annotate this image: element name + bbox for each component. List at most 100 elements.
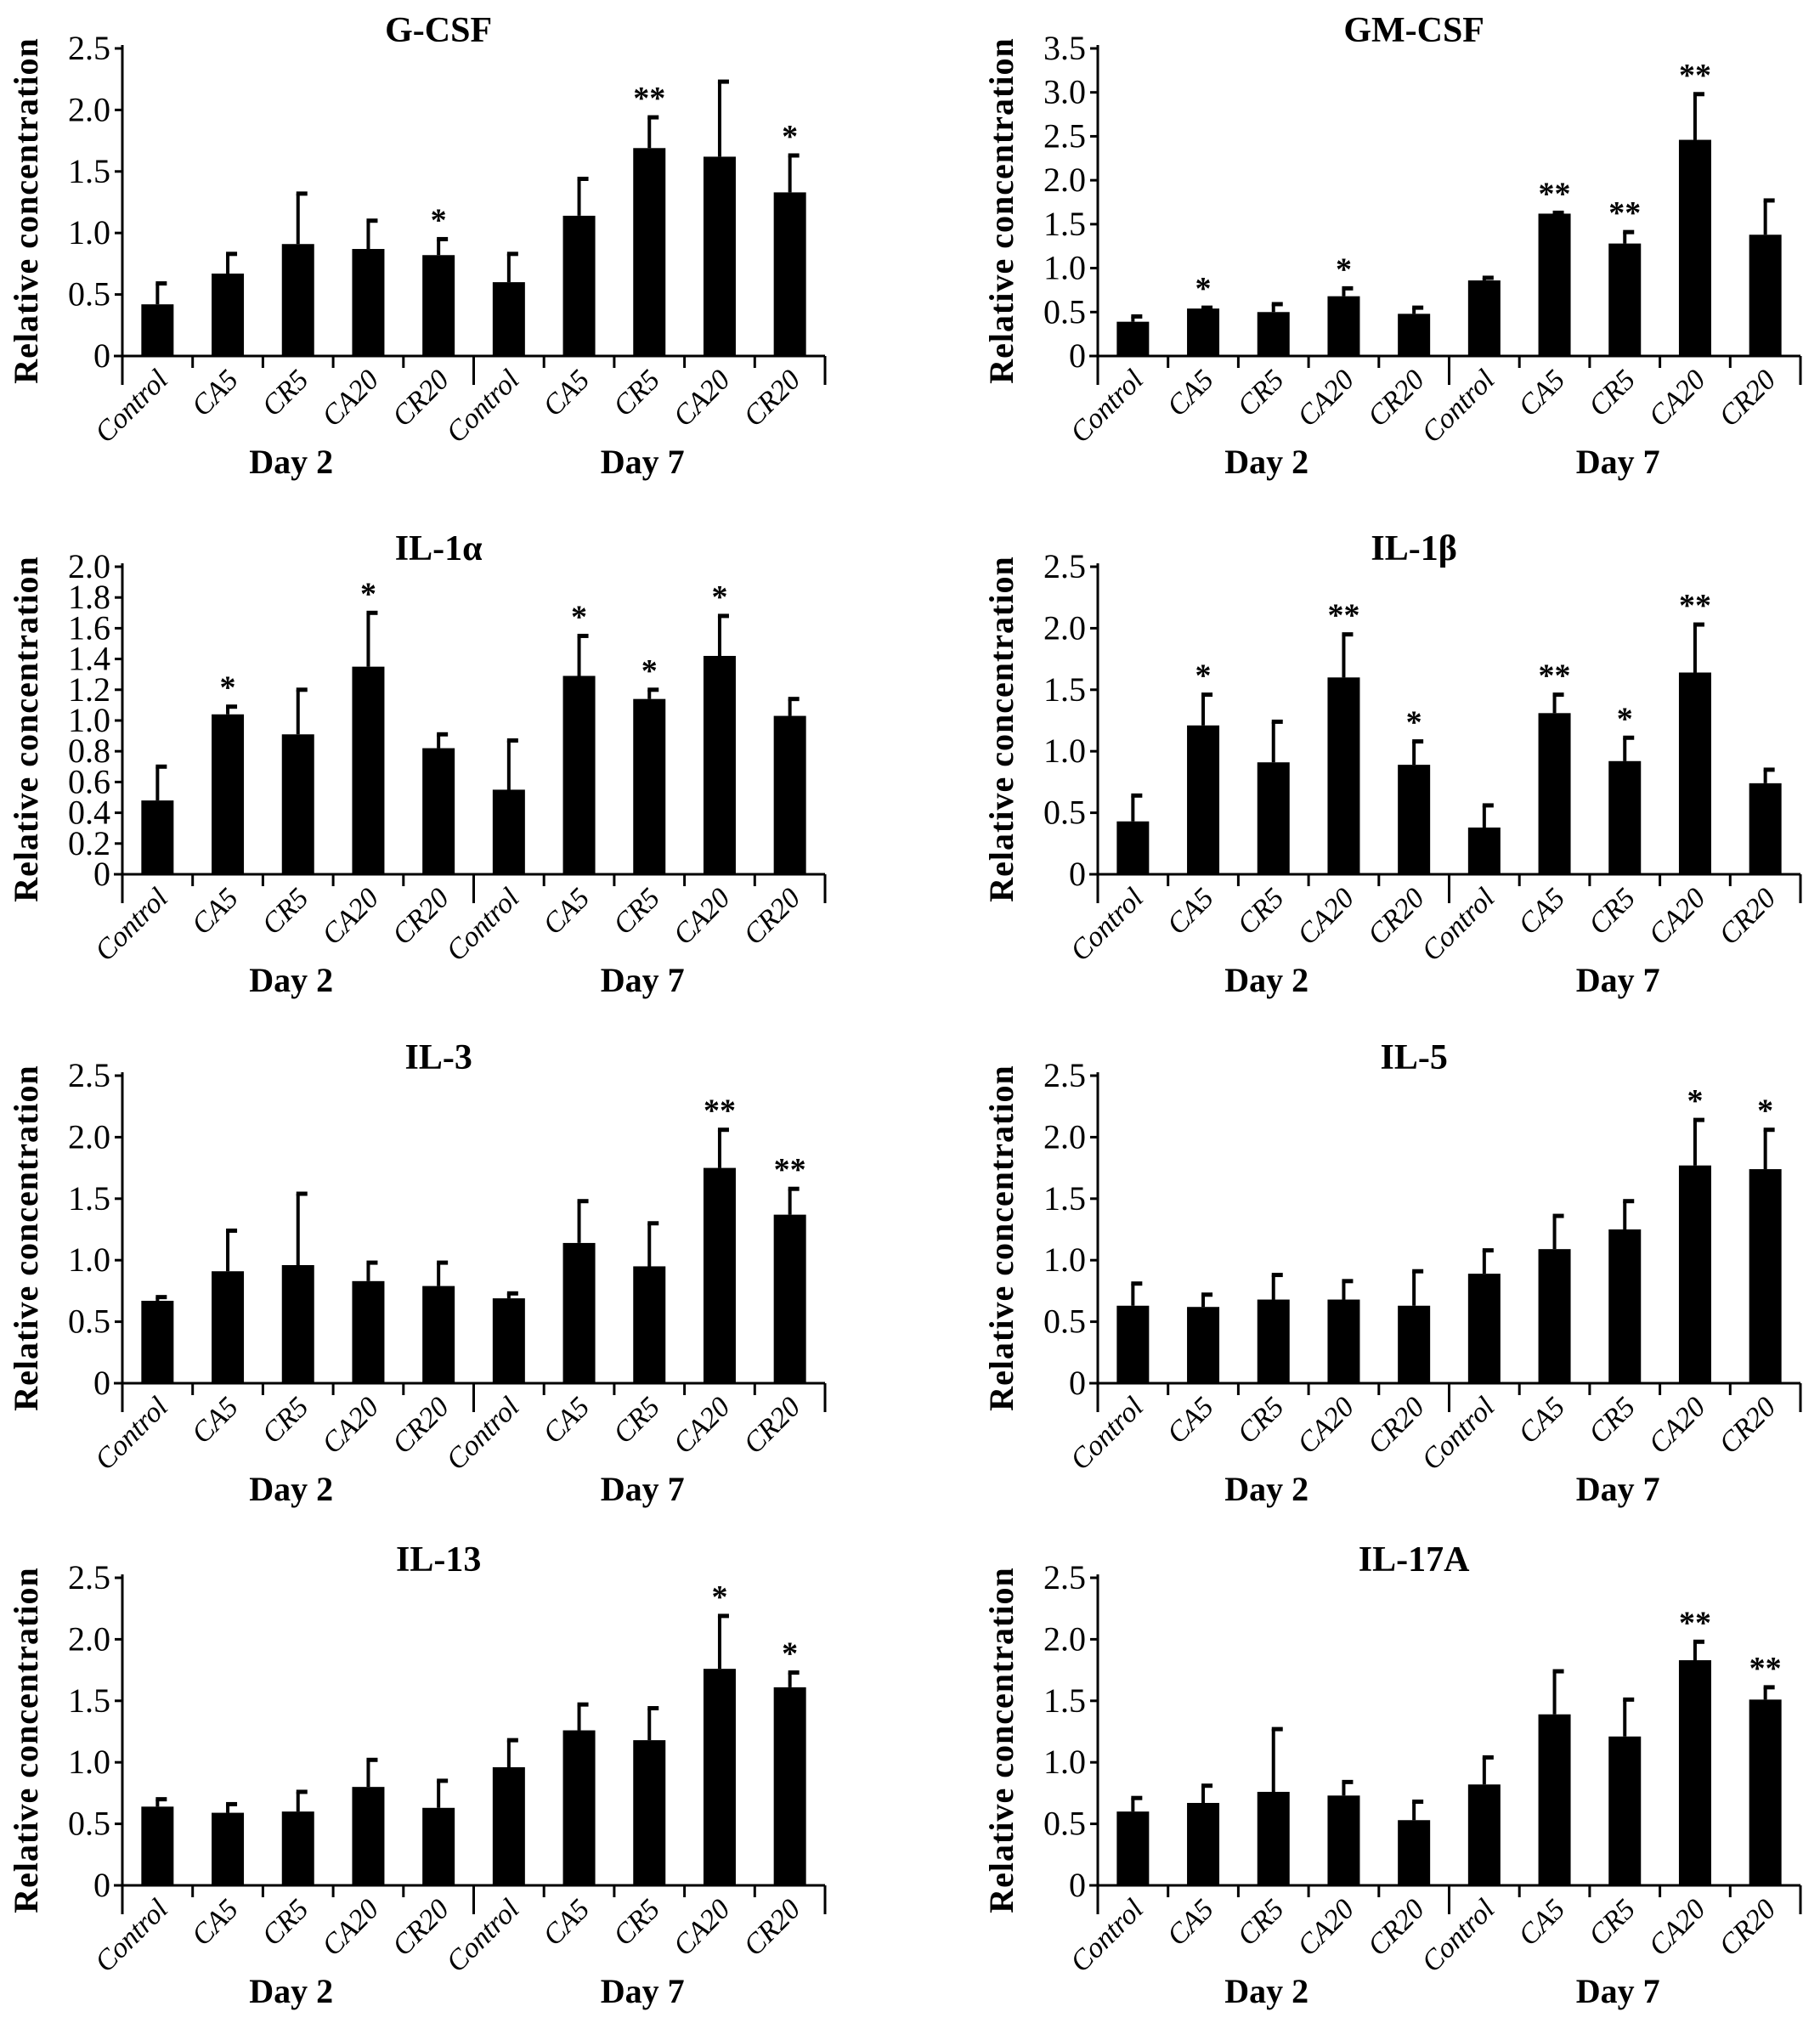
bar <box>422 1807 455 1885</box>
chart-title: IL-1β <box>1371 529 1456 568</box>
x-tick-label: CA5 <box>186 1893 245 1952</box>
y-tick-label: 2.5 <box>1043 1558 1086 1596</box>
y-tick-label: 1.0 <box>68 1240 110 1279</box>
y-tick-label: 1.5 <box>68 152 110 190</box>
y-tick-label: 2.0 <box>68 90 110 128</box>
group-label: Day 2 <box>249 961 333 999</box>
significance-marker: ** <box>1679 588 1711 624</box>
bar <box>1327 1299 1360 1383</box>
y-tick-label: 0.8 <box>68 732 110 770</box>
chart-panel-g-csf: G-CSF Relative concentration 0 0.5 1.0 1.5 2.0… <box>7 11 827 481</box>
bar <box>703 1669 736 1885</box>
significance-marker: ** <box>1679 58 1711 93</box>
group-label: Day 7 <box>1576 1972 1660 2010</box>
x-tick-label: CA20 <box>1292 364 1360 432</box>
bar <box>281 1811 314 1885</box>
x-tick-label: CA20 <box>668 882 737 951</box>
group-label: Day 7 <box>601 1972 685 2010</box>
bar <box>422 748 455 874</box>
x-tick-label: Control <box>89 1391 174 1476</box>
y-tick-label: 1.0 <box>68 213 110 251</box>
bar <box>1608 243 1642 356</box>
significance-marker: * <box>431 202 447 238</box>
x-tick-label: CR5 <box>1583 1391 1642 1449</box>
x-tick-label: CR5 <box>256 1893 314 1952</box>
x-tick-label: CR20 <box>1713 364 1782 432</box>
group-label: Day 7 <box>601 961 685 999</box>
y-tick-label: 2.5 <box>1043 116 1086 155</box>
bar <box>1538 1249 1571 1383</box>
bar <box>1749 235 1782 356</box>
bar <box>1327 677 1360 874</box>
x-tick-label: CA5 <box>537 882 596 941</box>
significance-marker: * <box>1195 271 1212 307</box>
bar <box>141 800 174 874</box>
x-tick-label: CR20 <box>1713 882 1782 951</box>
bar <box>562 1730 596 1885</box>
y-tick-label: 2.0 <box>1043 1619 1086 1658</box>
x-tick-label: CA20 <box>1292 882 1360 951</box>
chart-panel-il-13: IL-13 Relative concentration 0 0.5 1.0 1.5 2.0… <box>7 1540 827 2010</box>
x-tick-label: CA5 <box>186 1391 245 1449</box>
y-tick-label: 1.0 <box>68 1743 110 1781</box>
y-tick-label: 2.0 <box>68 1619 110 1658</box>
bar <box>1257 1791 1290 1885</box>
y-axis-label: Relative concentration <box>7 1065 45 1410</box>
y-tick-label: 2.5 <box>1043 1056 1086 1094</box>
x-tick-label: CA20 <box>668 1893 737 1962</box>
y-tick-label: 0 <box>93 336 110 375</box>
bar <box>1398 1820 1431 1885</box>
significance-marker: * <box>711 1579 727 1615</box>
y-tick-label: 2.0 <box>68 1117 110 1156</box>
chart-panel-il-3: IL-3 Relative concentration 0 0.5 1.0 1.5 2.0 2… <box>7 1038 827 1508</box>
x-tick-label: CA5 <box>1512 1391 1571 1449</box>
bar <box>212 273 245 356</box>
y-tick-label: 2.0 <box>68 547 110 585</box>
bar <box>1467 1784 1501 1885</box>
y-tick-label: 1.0 <box>1043 1240 1086 1279</box>
x-tick-label: CA5 <box>1162 882 1220 941</box>
x-tick-label: CA20 <box>1643 364 1712 432</box>
significance-marker: * <box>571 599 587 635</box>
chart-panel-il-1-: IL-1β Relative concentration 0 0.5 1.0 1.5 2.0… <box>982 529 1802 999</box>
bar <box>1257 312 1290 356</box>
y-tick-label: 1.5 <box>1043 1179 1086 1218</box>
y-tick-label: 0.5 <box>68 275 110 314</box>
significance-marker: ** <box>1539 658 1571 694</box>
bar <box>1327 296 1360 356</box>
significance-marker: * <box>782 119 798 155</box>
x-tick-label: CA20 <box>1292 1893 1360 1962</box>
bar <box>562 1242 596 1383</box>
chart-panel-il-5: IL-5 Relative concentration 0 0.5 1.0 1.5 2.0 2… <box>982 1038 1802 1508</box>
x-tick-label: Control <box>1416 1391 1501 1476</box>
x-tick-label: Control <box>89 882 174 967</box>
bar <box>352 1787 385 1885</box>
bar <box>212 1812 245 1885</box>
y-tick-label: 1.0 <box>1043 1743 1086 1781</box>
group-label: Day 2 <box>249 1972 333 2010</box>
x-tick-label: CR20 <box>738 364 806 432</box>
x-tick-label: CR5 <box>256 882 314 941</box>
x-tick-label: CA5 <box>1512 364 1571 422</box>
x-tick-label: Control <box>440 1893 525 1978</box>
bar <box>633 1740 666 1885</box>
x-tick-label: CR5 <box>608 882 666 941</box>
y-tick-label: 3.5 <box>1043 29 1086 67</box>
x-tick-label: CR5 <box>1231 1893 1290 1952</box>
x-tick-label: CA20 <box>1643 882 1712 951</box>
bar <box>492 789 525 874</box>
y-tick-label: 0 <box>1069 336 1086 375</box>
bar <box>1116 321 1150 356</box>
bar <box>141 1300 174 1383</box>
bar <box>633 698 666 874</box>
x-tick-label: CA5 <box>1512 1893 1571 1952</box>
significance-marker: ** <box>1608 195 1641 231</box>
y-tick-label: 2.0 <box>1043 161 1086 199</box>
x-tick-label: CA20 <box>316 364 385 432</box>
group-label: Day 2 <box>249 443 333 481</box>
x-tick-label: CR20 <box>738 882 806 951</box>
y-tick-label: 0.6 <box>68 762 110 800</box>
x-tick-label: CA5 <box>186 364 245 422</box>
x-tick-label: CR5 <box>1231 364 1290 422</box>
